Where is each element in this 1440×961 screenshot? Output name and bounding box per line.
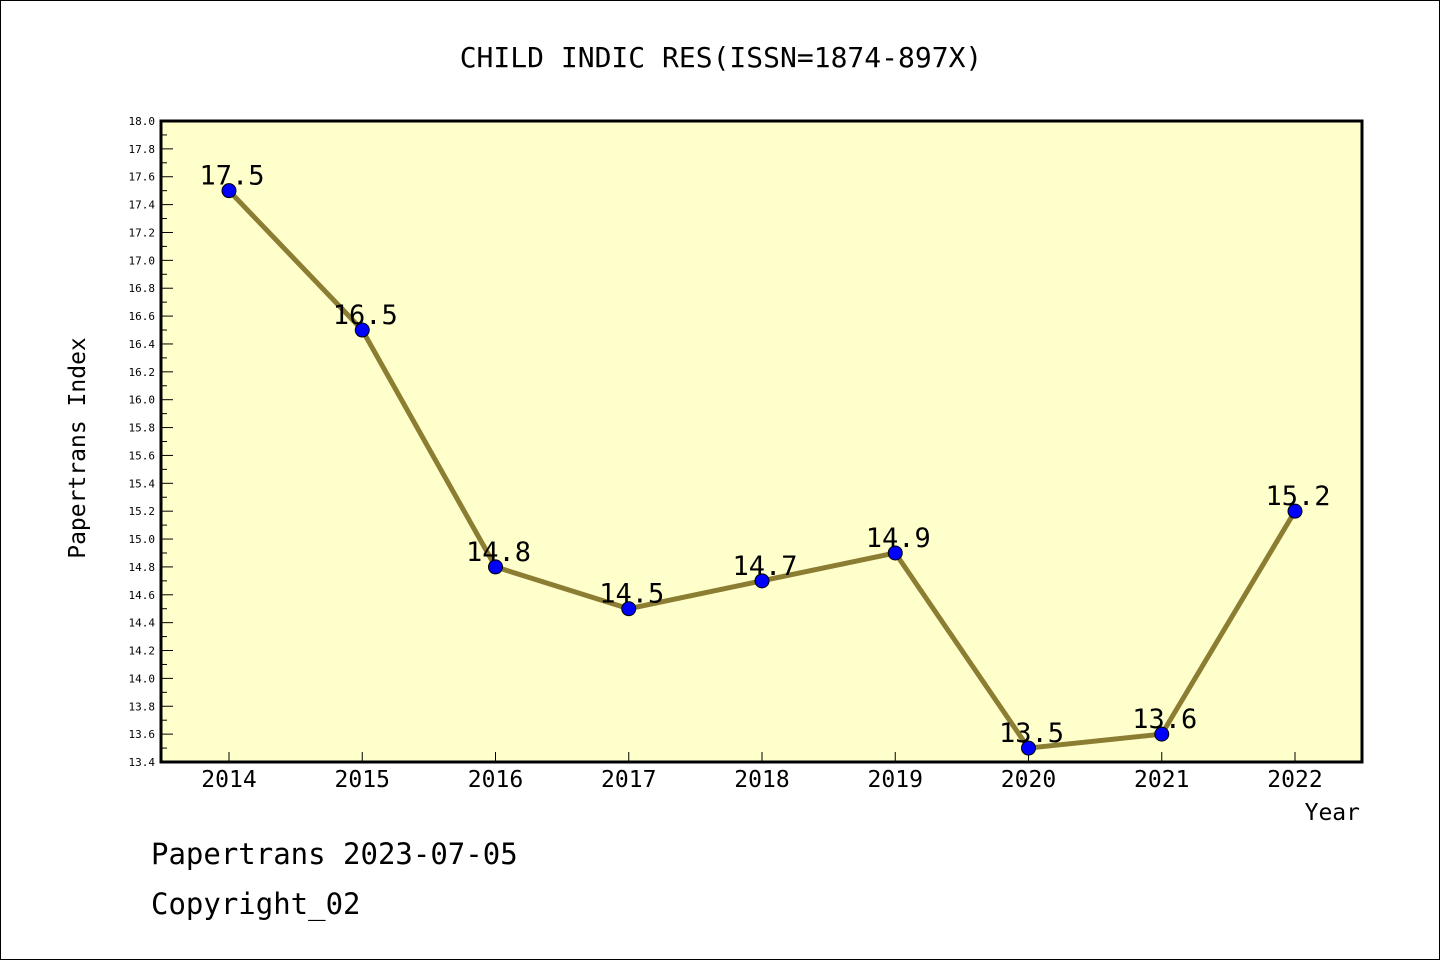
y-tick-label: 15.6 (129, 449, 156, 462)
y-tick-label: 17.6 (129, 171, 156, 184)
data-point (1021, 740, 1036, 756)
data-label: 14.9 (866, 523, 931, 554)
x-axis-label: Year (1305, 800, 1360, 826)
y-tick-label: 14.4 (129, 617, 156, 630)
data-label: 13.6 (1132, 704, 1197, 735)
footer-date: Papertrans 2023-07-05 (151, 837, 518, 871)
y-tick-label: 17.4 (129, 199, 156, 212)
y-tick-label: 14.8 (129, 561, 156, 574)
data-point (354, 322, 370, 338)
y-tick-label: 13.6 (129, 728, 156, 741)
data-label: 16.5 (333, 300, 398, 331)
y-tick-label: 14.6 (129, 589, 156, 602)
y-tick-label: 13.4 (129, 756, 156, 769)
y-tick-label: 16.4 (129, 338, 156, 351)
y-tick-label: 17.0 (129, 254, 156, 267)
y-tick-label: 17.8 (129, 143, 156, 156)
data-point (488, 559, 503, 575)
x-tick-label: 2020 (1001, 767, 1056, 793)
y-tick-label: 14.0 (129, 672, 156, 685)
y-tick-label: 17.2 (129, 226, 156, 239)
y-tick-label: 15.4 (129, 477, 156, 490)
x-tick-label: 2017 (601, 767, 656, 793)
y-tick-label: 16.8 (129, 282, 156, 295)
y-tick-label: 16.6 (129, 310, 156, 323)
data-label: 15.2 (1265, 481, 1330, 512)
x-tick-label: 2014 (201, 767, 256, 793)
x-tick-label: 2016 (468, 767, 523, 793)
y-tick-label: 15.2 (129, 505, 156, 518)
data-label: 13.5 (999, 718, 1064, 749)
y-tick-label: 16.0 (129, 394, 156, 407)
x-tick-label: 2021 (1134, 767, 1189, 793)
data-label: 14.5 (599, 579, 664, 610)
y-tick-label: 13.8 (129, 700, 156, 713)
x-tick-label: 2022 (1267, 767, 1322, 793)
y-axis: 13.4 13.6 13.8 14.0 14.2 14.4 14.6 14.8 15.0 15.2… (129, 115, 173, 769)
y-tick-label: 15.8 (129, 422, 156, 435)
y-axis-label: Papertrans Index (65, 337, 91, 559)
footer-copyright: Copyright_02 (151, 887, 361, 921)
y-tick-label: 15.0 (129, 533, 156, 546)
data-point (1154, 726, 1170, 742)
y-tick-label: 16.2 (129, 366, 156, 379)
x-tick-label: 2018 (734, 767, 789, 793)
data-point (754, 573, 770, 589)
data-labels: 17.5 16.5 14.8 14.5 14.7 14.9 13.5 13.6 15.2 (199, 161, 1330, 749)
data-point (221, 183, 237, 199)
x-axis: 2014 2015 2016 2017 2018 2019 2020 2021 2022 (201, 752, 1323, 793)
chart-title: CHILD INDIC RES(ISSN=1874-897X) (460, 41, 983, 74)
data-label: 14.7 (732, 551, 797, 582)
data-point (887, 545, 903, 561)
x-tick-label: 2015 (335, 767, 390, 793)
y-tick-label: 18.0 (129, 115, 156, 128)
series-markers (221, 183, 1303, 756)
data-point (621, 601, 637, 617)
plot-area (159, 119, 1364, 764)
data-point (1287, 503, 1303, 519)
y-tick-label: 14.2 (129, 645, 156, 658)
data-label: 17.5 (199, 161, 264, 192)
x-tick-label: 2019 (868, 767, 923, 793)
data-label: 14.8 (466, 537, 531, 568)
